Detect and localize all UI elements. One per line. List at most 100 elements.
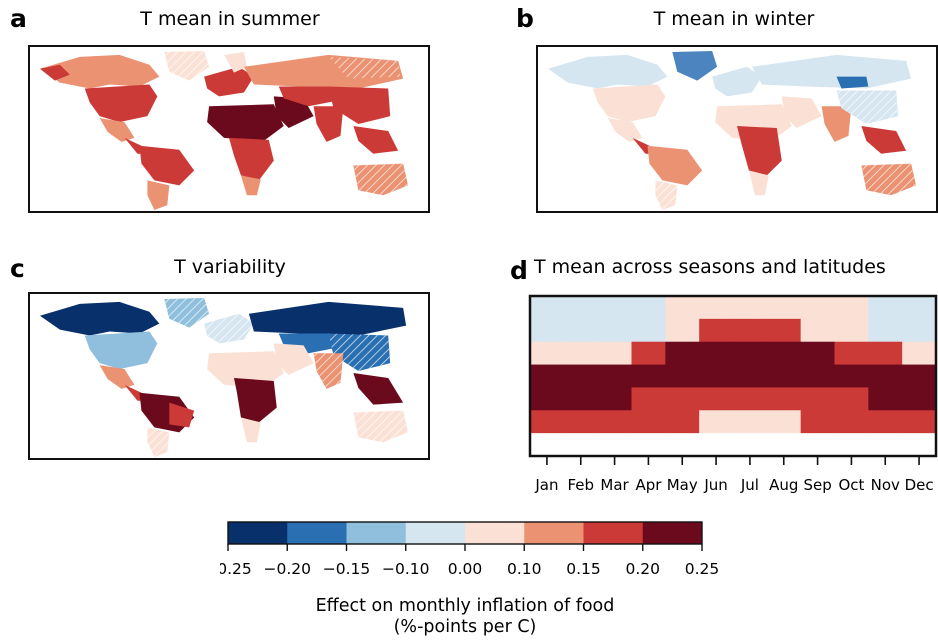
heatmap-cell <box>902 318 937 343</box>
heatmap-cell <box>800 341 835 365</box>
heatmap-cell <box>665 410 700 434</box>
heatmap-cell <box>563 410 599 434</box>
region-scandinavia <box>224 51 247 73</box>
heatmap-cell <box>665 387 700 411</box>
colorbar-bin <box>465 522 525 544</box>
region-australia-hatch <box>353 163 409 196</box>
heatmap-cell <box>699 433 734 457</box>
region-south-america-n <box>647 145 703 186</box>
heatmap-cell <box>834 296 869 320</box>
heatmap-cell <box>597 296 632 320</box>
heatmap-cell <box>834 341 869 365</box>
region-usa <box>592 84 666 123</box>
heatmap-cell <box>563 318 599 343</box>
heatmap-cell <box>733 318 768 343</box>
heatmap-cell <box>563 296 599 320</box>
colorbar-tick-label: −0.15 <box>323 560 371 578</box>
colorbar-label-line2: (%-points per C) <box>393 617 537 637</box>
heatmap-cell <box>699 341 734 365</box>
region-south-america-e <box>169 402 195 428</box>
region-africa-s <box>240 175 261 196</box>
region-russia-hatch <box>328 56 401 79</box>
world-map-winter <box>547 50 917 211</box>
heatmap-cell <box>699 387 734 411</box>
heatmap-cell <box>766 318 802 343</box>
heatmap-frame <box>528 294 938 458</box>
region-south-america-s <box>147 180 170 211</box>
panel-letter-c: c <box>10 254 25 283</box>
region-canada <box>547 54 668 89</box>
region-africa-s <box>748 170 769 196</box>
region-china <box>328 86 391 125</box>
region-australia-hatch <box>353 410 409 443</box>
panel-letter-d: d <box>510 256 528 285</box>
panel-title-d: T mean across seasons and latitudes <box>534 256 886 278</box>
region-africa-c <box>229 137 274 181</box>
colorbar-tick-label: −0.25 <box>220 560 252 578</box>
region-alaska <box>39 64 70 81</box>
heatmap-cell <box>766 341 802 365</box>
heatmap-cell <box>902 433 937 457</box>
region-seasia <box>353 373 404 405</box>
heatmap-cell <box>530 318 565 343</box>
heatmap-cell <box>834 433 869 457</box>
heatmap-cell <box>800 364 835 388</box>
region-south-america-hatch <box>147 427 170 458</box>
colorbar-bin <box>405 522 466 544</box>
colorbar-tick-label: 0.10 <box>507 560 542 578</box>
region-greenland-hatch <box>164 50 210 81</box>
heatmap-cell <box>530 410 565 434</box>
heatmap-cell <box>563 433 599 457</box>
heatmap-cell <box>800 318 835 343</box>
heatmap-cell <box>868 296 903 320</box>
heatmap-cell <box>834 318 869 343</box>
colorbar-tick-label: 0.00 <box>448 560 483 578</box>
heatmap-x-tick-label: Oct <box>838 476 864 494</box>
region-africa-c <box>233 377 277 423</box>
colorbar-bin <box>583 522 644 544</box>
heatmap-cell <box>868 433 903 457</box>
region-middleeast <box>781 96 822 129</box>
region-africa-n <box>207 351 284 388</box>
heatmap-x-tick-label: Apr <box>635 476 662 494</box>
heatmap-cell <box>597 318 632 343</box>
heatmap-cell <box>665 318 700 343</box>
colorbar-bin <box>524 522 584 544</box>
colorbar-bin <box>228 522 288 544</box>
heatmap-x-tick-label: Dec <box>905 476 934 494</box>
heatmap-cell <box>800 296 835 320</box>
heatmap-cell <box>766 433 802 457</box>
heatmap-cell <box>868 318 903 343</box>
heatmap-cell <box>563 387 599 411</box>
region-mongolia <box>836 76 869 89</box>
colorbar: −0.25 −0.20 −0.15 −0.10 0.00 0.10 0.15 0.20 0.25 <box>220 521 719 578</box>
heatmap-cell <box>631 410 666 434</box>
world-map-summer <box>39 50 409 211</box>
colorbar-tick-label: −0.20 <box>264 560 312 578</box>
heatmap-cell <box>733 341 768 365</box>
heatmap-x-tick-label: Jul <box>740 476 759 494</box>
heatmap-cell <box>733 364 768 388</box>
region-centralasia <box>278 86 334 107</box>
region-usa <box>84 331 158 370</box>
panel-title-c: T variability <box>174 256 286 278</box>
heatmap-cell <box>597 387 632 411</box>
heatmap-cell <box>530 364 565 388</box>
region-mexico <box>607 118 643 142</box>
region-canada <box>39 54 160 89</box>
region-russia <box>248 301 407 336</box>
heatmap-cell <box>902 341 937 365</box>
heatmap-x-tick-label: Aug <box>769 476 798 494</box>
heatmap-cell <box>699 410 734 434</box>
heatmap-cell <box>631 296 666 320</box>
map-variability <box>28 292 430 460</box>
colorbar-bin <box>346 522 407 544</box>
region-europe-hatch <box>204 313 254 344</box>
heatmap-cell <box>834 364 869 388</box>
heatmap-cell <box>902 387 937 411</box>
heatmap-cell <box>733 296 768 320</box>
panel-letter-a: a <box>10 4 27 33</box>
region-greenland <box>672 50 718 81</box>
region-seasia <box>861 126 907 154</box>
heatmap-seasons-latitudes: Jan Feb Mar Apr May Jun Jul Aug Sep Oct Nov Dec <box>528 294 938 494</box>
